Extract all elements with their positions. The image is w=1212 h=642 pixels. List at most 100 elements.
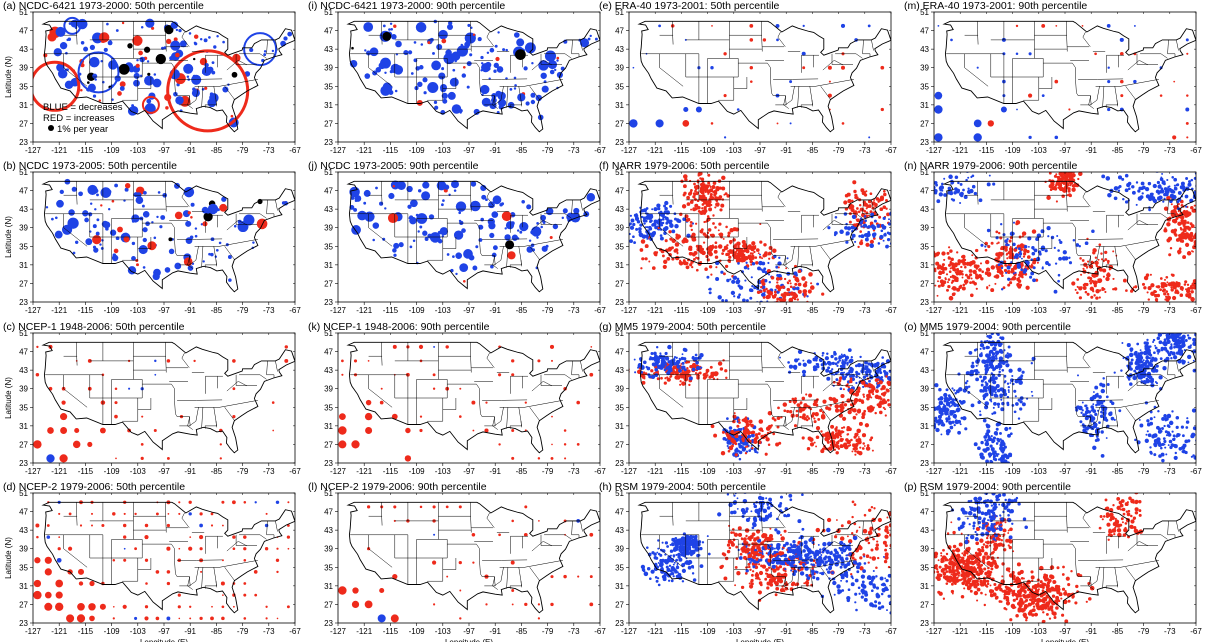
marker-decrease xyxy=(904,226,907,229)
marker-decrease xyxy=(907,232,910,235)
marker-decrease xyxy=(652,363,657,367)
marker-increase xyxy=(767,424,772,429)
state-border xyxy=(171,383,175,398)
marker-decrease xyxy=(896,231,899,234)
marker-increase xyxy=(1141,282,1146,286)
marker-increase xyxy=(946,251,950,255)
marker-decrease xyxy=(439,83,448,92)
y-tick-label: 23 xyxy=(324,298,333,307)
marker-increase xyxy=(948,270,952,274)
marker-decrease xyxy=(554,68,557,72)
x-tick-label: -73 xyxy=(859,306,871,315)
marker-decrease xyxy=(976,66,979,69)
marker-increase xyxy=(880,107,884,112)
marker-decrease xyxy=(992,182,996,186)
marker-decrease xyxy=(882,364,887,369)
marker-decrease xyxy=(109,229,117,236)
state-border xyxy=(1120,239,1159,247)
y-tick-label: 31 xyxy=(19,261,28,270)
marker-decrease xyxy=(793,271,798,276)
marker-increase xyxy=(713,249,718,254)
marker-increase xyxy=(762,38,767,42)
marker-decrease xyxy=(942,237,944,239)
marker-increase xyxy=(678,261,684,266)
marker-increase xyxy=(1185,121,1189,125)
marker-decrease xyxy=(1107,192,1112,198)
marker-increase xyxy=(852,447,856,451)
us-outline xyxy=(41,341,295,454)
marker-increase xyxy=(934,267,937,272)
marker-increase xyxy=(815,445,818,448)
marker-increase xyxy=(1190,224,1195,229)
plot-frame xyxy=(933,11,1197,143)
marker-increase xyxy=(710,424,715,429)
marker-increase xyxy=(1171,273,1175,277)
marker-increase xyxy=(850,438,853,442)
marker-decrease xyxy=(863,215,867,218)
marker-increase xyxy=(1000,245,1005,251)
marker-decrease xyxy=(814,355,819,360)
marker-decrease xyxy=(545,244,549,248)
marker-increase xyxy=(806,446,811,451)
marker-increase xyxy=(793,304,796,307)
marker-increase xyxy=(786,281,790,285)
marker-decrease xyxy=(145,221,150,227)
marker-decrease xyxy=(673,362,677,366)
marker-increase xyxy=(391,413,398,420)
state-border xyxy=(1140,53,1168,59)
marker-decrease xyxy=(222,40,225,44)
marker-increase xyxy=(807,417,811,420)
y-axis-label: Latitude (N) xyxy=(4,216,13,258)
marker-increase xyxy=(80,89,83,92)
marker-increase xyxy=(801,276,806,281)
marker-increase xyxy=(962,283,966,287)
state-border xyxy=(822,219,844,231)
marker-decrease xyxy=(678,368,682,373)
marker-decrease xyxy=(880,376,884,379)
state-border xyxy=(174,237,178,256)
marker-decrease xyxy=(821,354,824,357)
marker-decrease xyxy=(1007,243,1010,247)
marker-increase xyxy=(813,417,816,420)
marker-decrease xyxy=(659,223,663,227)
marker-decrease xyxy=(905,194,907,196)
marker-increase xyxy=(959,269,962,272)
marker-increase xyxy=(945,273,949,276)
marker-increase xyxy=(995,230,999,234)
marker-decrease xyxy=(207,66,214,73)
marker-increase xyxy=(799,401,803,405)
marker-decrease xyxy=(860,225,863,228)
y-tick-label: 27 xyxy=(19,440,28,449)
marker-decrease xyxy=(437,238,443,244)
marker-increase xyxy=(667,246,673,252)
marker-decrease xyxy=(903,193,907,197)
marker-decrease xyxy=(1057,273,1061,277)
marker-increase xyxy=(1008,239,1012,243)
state-border xyxy=(783,255,789,269)
marker-decrease xyxy=(191,262,195,266)
marker-increase xyxy=(789,282,792,285)
marker-increase xyxy=(564,457,567,460)
x-tick-label: -121 xyxy=(51,146,68,155)
state-border xyxy=(835,213,863,219)
marker-increase xyxy=(723,94,727,98)
state-border xyxy=(187,416,193,430)
marker-increase xyxy=(175,52,180,58)
marker-decrease xyxy=(447,91,456,100)
x-tick-label: -67 xyxy=(594,467,606,476)
x-tick-label: -127 xyxy=(621,467,638,476)
marker-decrease xyxy=(978,198,983,203)
marker-decrease xyxy=(638,227,642,231)
marker-increase xyxy=(1179,226,1182,230)
y-tick-label: 51 xyxy=(19,168,28,177)
marker-decrease xyxy=(1018,247,1021,251)
marker-decrease xyxy=(227,255,232,259)
marker-increase xyxy=(862,393,865,397)
marker-decrease xyxy=(855,370,858,374)
marker-increase xyxy=(724,264,729,269)
marker-increase xyxy=(924,272,927,275)
marker-increase xyxy=(924,274,928,278)
marker-increase xyxy=(775,277,780,281)
marker-increase xyxy=(709,365,713,369)
marker-scale xyxy=(143,46,151,53)
